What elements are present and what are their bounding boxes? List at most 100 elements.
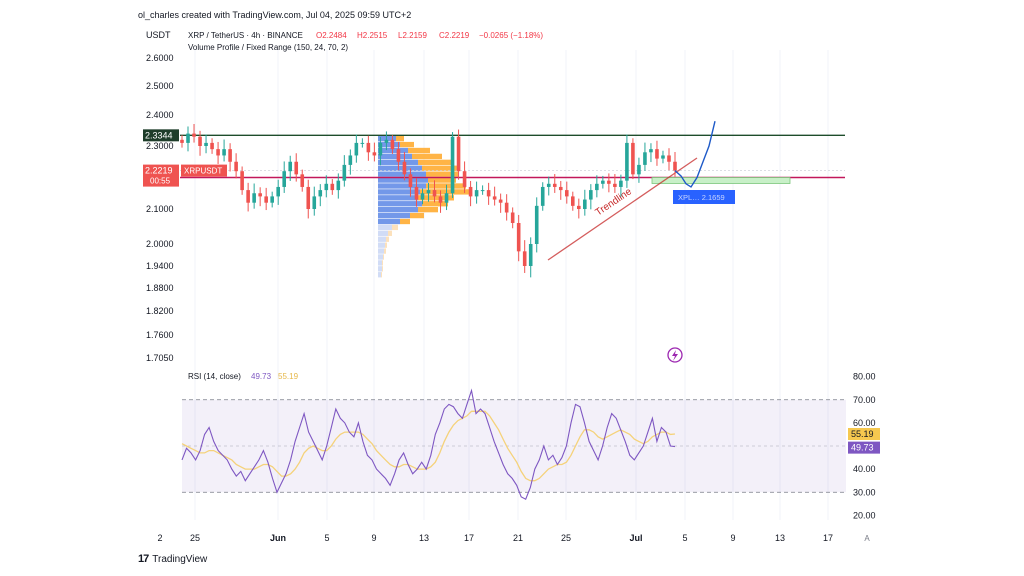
volume-profile-bar xyxy=(422,201,448,207)
volume-profile-bar xyxy=(378,248,384,254)
trendline xyxy=(547,157,698,261)
volume-profile-bar xyxy=(400,141,414,148)
rsi-legend-value: 49.73 xyxy=(251,372,272,381)
candle-body xyxy=(180,139,184,143)
price-tick-label: 1.8200 xyxy=(146,306,174,316)
last-price-badge-text: 2.2219 xyxy=(145,166,173,176)
x-tick-label: 25 xyxy=(561,533,571,543)
candle-body xyxy=(252,193,256,203)
candle-body xyxy=(198,136,202,146)
countdown-text: 00:55 xyxy=(150,177,171,186)
volume-profile-bar xyxy=(378,272,381,278)
candle-body xyxy=(414,186,419,200)
candle-body xyxy=(348,155,353,165)
volume-profile-bar xyxy=(418,195,454,201)
volume-profile-bar xyxy=(378,165,422,171)
x-tick-label: 17 xyxy=(823,533,833,543)
x-tick-label: Jul xyxy=(629,533,642,543)
rsi-tick-label: 80.00 xyxy=(853,372,876,382)
volume-profile-bar xyxy=(388,230,392,236)
volume-profile-bar xyxy=(382,260,383,266)
auto-scale-button[interactable]: A xyxy=(864,534,870,543)
candle-body xyxy=(637,164,641,175)
volume-profile-bar xyxy=(418,159,452,165)
lightning-icon[interactable] xyxy=(667,347,683,363)
volume-profile-bar xyxy=(422,165,458,171)
volume-profile-bar xyxy=(378,230,388,236)
volume-profile-bar xyxy=(378,236,386,242)
volume-profile-bar xyxy=(378,189,420,195)
candle-body xyxy=(378,142,383,156)
volume-profile-bar xyxy=(378,260,382,266)
legend-ohlc: C2.2219 xyxy=(439,31,470,40)
resistance-badge xyxy=(143,129,179,142)
volume-profile-bar xyxy=(378,212,410,219)
volume-profile-bar xyxy=(378,218,400,225)
candle-body xyxy=(510,212,515,223)
volume-profile-bar xyxy=(378,266,382,272)
rsi-ma-line xyxy=(181,410,676,482)
rsi-tick-label: 60.00 xyxy=(853,418,876,428)
price-tick-label: 1.9400 xyxy=(146,261,174,271)
candle-body xyxy=(558,186,563,191)
candle-body xyxy=(432,190,437,197)
volume-profile-bar xyxy=(418,207,438,213)
price-tick-label: 2.4000 xyxy=(146,110,174,120)
target-zone xyxy=(651,177,791,184)
candle-body xyxy=(330,183,335,191)
rsi-value-badge-text: 49.73 xyxy=(851,443,874,453)
rsi-ma-badge xyxy=(848,427,880,440)
candle-body xyxy=(234,161,238,172)
tradingview-logo[interactable]: 17 TradingView xyxy=(138,553,207,565)
trendline-label: Trendline xyxy=(594,186,635,218)
candle-body xyxy=(625,142,629,181)
volume-profile-bar xyxy=(412,153,442,160)
legend-indicator: Volume Profile / Fixed Range (150, 24, 7… xyxy=(188,43,348,52)
candle-body xyxy=(390,139,395,150)
candle-body xyxy=(486,190,491,197)
rsi-ma-badge-text: 55.19 xyxy=(851,429,874,439)
candle-body xyxy=(589,190,593,200)
x-tick-label: 5 xyxy=(682,533,687,543)
candle-body xyxy=(667,155,671,162)
legend-ohlc: O2.2484 xyxy=(316,31,347,40)
price-tick-label: 2.5000 xyxy=(146,81,174,91)
volume-profile-bar xyxy=(378,141,400,148)
candle-body xyxy=(643,152,647,165)
resistance-badge-text: 2.3344 xyxy=(145,130,173,140)
candle-body xyxy=(577,205,581,209)
price-tick-label: 1.8800 xyxy=(146,283,174,293)
candle-body xyxy=(216,149,220,156)
rsi-value-badge xyxy=(848,441,880,454)
volume-profile-bar xyxy=(428,177,456,183)
legend-change: −0.0265 (−1.18%) xyxy=(479,31,543,40)
candle-body xyxy=(516,223,521,252)
candle-body xyxy=(294,161,299,175)
volume-profile-bar xyxy=(426,183,466,189)
last-price-badge xyxy=(143,164,179,187)
candle-body xyxy=(354,142,359,156)
candle-body xyxy=(546,183,551,187)
candle-body xyxy=(360,142,365,144)
volume-profile-bar xyxy=(382,266,383,272)
projection-path xyxy=(674,121,716,188)
candle-body xyxy=(342,164,347,181)
candle-body xyxy=(186,133,190,143)
x-tick-label: Jun xyxy=(270,533,286,543)
rsi-tick-label: 70.00 xyxy=(853,395,876,405)
candle-body xyxy=(462,171,467,187)
candle-body xyxy=(655,149,659,159)
volume-profile-bar xyxy=(378,147,408,154)
candle-body xyxy=(222,149,226,156)
candle-body xyxy=(619,180,623,187)
candle-body xyxy=(420,193,425,200)
candle-body xyxy=(408,174,413,187)
candle-body xyxy=(570,196,575,206)
candle-body xyxy=(474,190,479,197)
candle-body xyxy=(631,142,635,175)
volume-profile-bar xyxy=(378,242,385,248)
x-tick-label: 21 xyxy=(513,533,523,543)
volume-profile-bar xyxy=(410,212,424,219)
candle-body xyxy=(372,152,377,156)
